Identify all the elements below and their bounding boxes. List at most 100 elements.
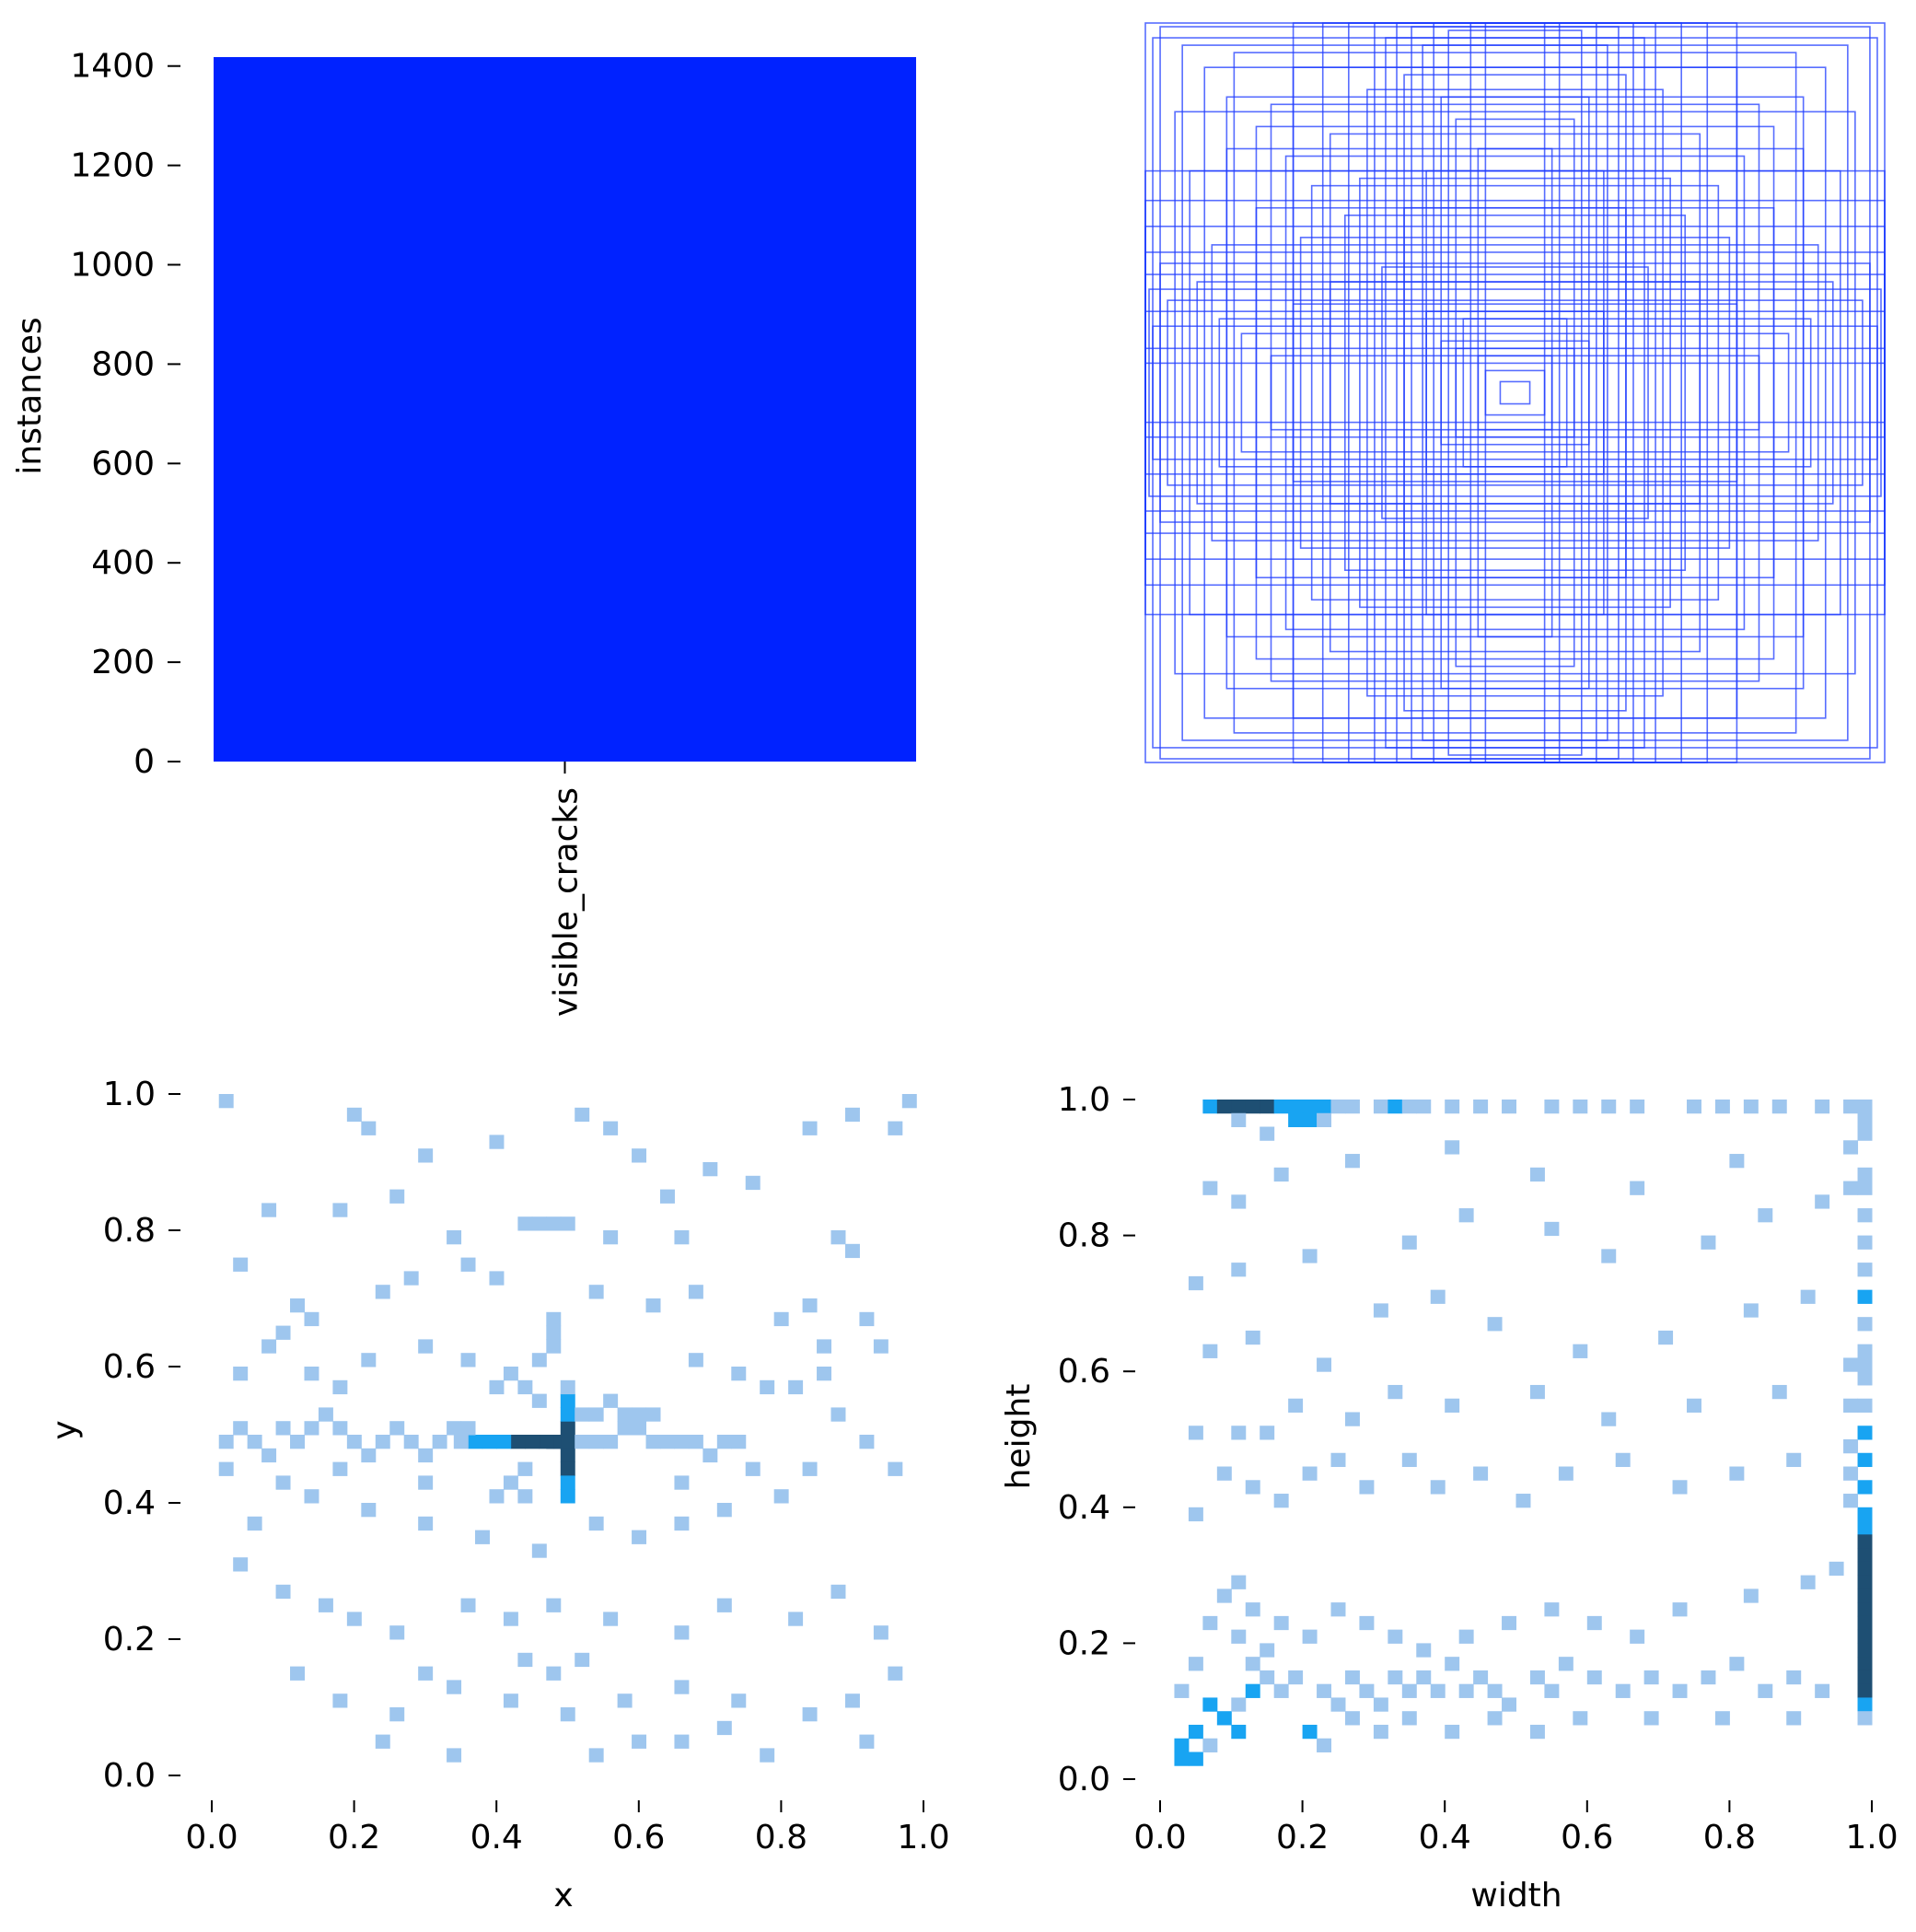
heatmap-cell bbox=[1260, 1126, 1275, 1141]
heatmap-cell bbox=[503, 1693, 518, 1708]
heatmap-cell bbox=[1317, 1683, 1332, 1698]
heatmap-cell bbox=[1344, 1711, 1360, 1726]
heatmap-cell bbox=[1529, 1384, 1545, 1400]
heatmap-cell bbox=[1558, 1466, 1573, 1481]
heatmap-cell bbox=[1529, 1167, 1545, 1182]
heatmap-cell bbox=[888, 1666, 903, 1681]
heatmap-cell bbox=[1857, 1534, 1873, 1549]
heatmap-cell bbox=[817, 1367, 832, 1381]
heatmap-cell bbox=[802, 1461, 818, 1476]
heatmap-cell bbox=[1857, 1426, 1873, 1440]
heatmap-cell bbox=[1216, 1466, 1232, 1481]
heatmap-cell bbox=[1174, 1738, 1190, 1752]
heatmap-cell bbox=[830, 1584, 846, 1600]
heatmap-cell bbox=[1202, 1344, 1218, 1358]
wh-heatmap-cells bbox=[1174, 1100, 1873, 1766]
y-tick-label: 0.6 bbox=[1058, 1353, 1110, 1391]
heatmap-cell bbox=[546, 1598, 562, 1612]
heatmap-cell bbox=[1601, 1412, 1617, 1426]
heatmap-cell bbox=[546, 1216, 562, 1231]
heatmap-cell bbox=[361, 1121, 377, 1135]
y-tick-label: 0.4 bbox=[1058, 1489, 1110, 1527]
heatmap-cell bbox=[844, 1693, 860, 1708]
heatmap-cell bbox=[560, 1489, 575, 1504]
heatmap-cell bbox=[1245, 1330, 1260, 1345]
heatmap-cell bbox=[332, 1693, 348, 1708]
heatmap-cell bbox=[716, 1598, 732, 1612]
wh-y-axis-label: height bbox=[1000, 1384, 1038, 1490]
heatmap-cell bbox=[1857, 1208, 1873, 1223]
heatmap-cell bbox=[418, 1148, 434, 1163]
heatmap-cell bbox=[375, 1435, 390, 1449]
heatmap-cell bbox=[389, 1625, 405, 1640]
heatmap-cell bbox=[1601, 1249, 1617, 1263]
heatmap-cell bbox=[703, 1448, 718, 1463]
heatmap-cell bbox=[1202, 1615, 1218, 1631]
heatmap-cell bbox=[290, 1666, 305, 1681]
heatmap-cell bbox=[645, 1298, 661, 1313]
x-tick-label: 0.4 bbox=[470, 1819, 523, 1856]
box-outline bbox=[1440, 340, 1590, 446]
heatmap-cell bbox=[1388, 1670, 1403, 1685]
heatmap-cell bbox=[859, 1311, 875, 1327]
box-outline bbox=[1455, 118, 1575, 668]
wh-x-ticks: 0.0 0.2 0.4 0.6 0.8 1.0 bbox=[1133, 1800, 1899, 1856]
heatmap-cell bbox=[290, 1298, 305, 1313]
heatmap-cell bbox=[1344, 1100, 1360, 1114]
heatmap-cell bbox=[1458, 1683, 1474, 1698]
heatmap-cell bbox=[318, 1407, 333, 1422]
bar-y-tick-label: 400 bbox=[91, 544, 155, 582]
heatmap-cell bbox=[489, 1135, 505, 1149]
x-tick-label: 0.0 bbox=[1133, 1819, 1186, 1856]
heatmap-cell bbox=[247, 1435, 262, 1449]
heatmap-cell bbox=[1302, 1100, 1318, 1114]
y-tick-label: 1.0 bbox=[1058, 1081, 1110, 1119]
heatmap-cell bbox=[346, 1435, 362, 1449]
heatmap-cell bbox=[1302, 1466, 1318, 1481]
heatmap-cell bbox=[318, 1598, 333, 1612]
heatmap-cell bbox=[1273, 1100, 1289, 1114]
heatmap-cell bbox=[275, 1421, 291, 1436]
heatmap-cell bbox=[830, 1407, 846, 1422]
heatmap-cell bbox=[773, 1489, 789, 1504]
heatmap-cell bbox=[1245, 1657, 1260, 1671]
heatmap-cell bbox=[1473, 1670, 1489, 1685]
heatmap-cell bbox=[247, 1516, 262, 1531]
bar-chart-panel: 0 200 400 600 800 1000 1200 1400 visible_cracks… bbox=[11, 48, 916, 1017]
y-tick-label: 1.0 bbox=[103, 1076, 156, 1113]
heatmap-cell bbox=[1288, 1670, 1304, 1685]
heatmap-cell bbox=[1359, 1615, 1375, 1631]
heatmap-cell bbox=[560, 1393, 575, 1408]
wh-y-ticks: 0.0 0.2 0.4 0.6 0.8 1.0 bbox=[1058, 1081, 1135, 1798]
heatmap-cell bbox=[588, 1516, 604, 1531]
bar-y-tick-label: 1400 bbox=[70, 48, 155, 86]
box-outline bbox=[1167, 299, 1864, 486]
heatmap-cell bbox=[873, 1625, 888, 1640]
y-tick-label: 0.2 bbox=[103, 1621, 156, 1658]
xy-heatmap-cells bbox=[218, 1094, 917, 1763]
heatmap-cell bbox=[1573, 1344, 1588, 1358]
heatmap-cell bbox=[802, 1121, 818, 1135]
heatmap-cell bbox=[1857, 1657, 1873, 1671]
heatmap-cell bbox=[1188, 1657, 1203, 1671]
heatmap-cell bbox=[1288, 1398, 1304, 1413]
heatmap-cell bbox=[1615, 1683, 1631, 1698]
heatmap-cell bbox=[233, 1257, 249, 1272]
heatmap-cell bbox=[1373, 1303, 1388, 1318]
heatmap-cell bbox=[389, 1421, 405, 1436]
heatmap-cell bbox=[489, 1379, 505, 1395]
heatmap-cell bbox=[218, 1461, 234, 1476]
heatmap-cell bbox=[560, 1461, 575, 1476]
heatmap-cell bbox=[1857, 1575, 1873, 1589]
heatmap-cell bbox=[1857, 1452, 1873, 1468]
heatmap-cell bbox=[1231, 1697, 1247, 1712]
heatmap-cell bbox=[901, 1094, 917, 1109]
heatmap-cell bbox=[1430, 1289, 1446, 1304]
heatmap-cell bbox=[1714, 1100, 1730, 1114]
heatmap-cell bbox=[645, 1407, 661, 1422]
heatmap-cell bbox=[1729, 1657, 1745, 1671]
bar-y-tick-label: 600 bbox=[91, 445, 155, 483]
heatmap-cell bbox=[275, 1475, 291, 1490]
heatmap-cell bbox=[560, 1707, 575, 1722]
heatmap-cell bbox=[632, 1734, 647, 1749]
